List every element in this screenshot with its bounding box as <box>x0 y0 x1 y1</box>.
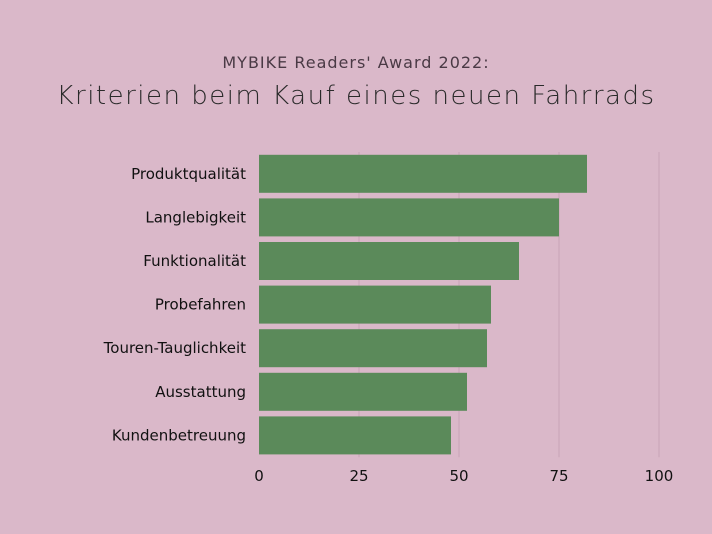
chart-title: Kriterien beim Kauf eines neuen Fahrrads <box>56 81 656 111</box>
bar <box>259 372 467 411</box>
bar <box>259 154 587 193</box>
x-tick-label: 25 <box>349 467 368 485</box>
category-label: Probefahren <box>155 296 246 314</box>
category-label: Funktionalität <box>143 252 246 270</box>
category-label: Kundenbetreuung <box>112 426 246 444</box>
bar <box>259 329 487 368</box>
x-tick-label: 100 <box>645 467 674 485</box>
chart-subtitle: MYBIKE Readers' Award 2022: <box>222 53 490 72</box>
category-label: Ausstattung <box>155 383 246 401</box>
x-tick-label: 75 <box>549 467 568 485</box>
bar <box>259 198 559 237</box>
bar <box>259 242 519 280</box>
bar <box>259 285 491 324</box>
x-tick-label: 50 <box>449 467 468 485</box>
category-label: Produktqualität <box>131 165 246 183</box>
category-label: Langlebigkeit <box>145 208 246 226</box>
category-label: Touren-Tauglichkeit <box>103 339 246 357</box>
x-tick-label: 0 <box>254 467 264 485</box>
bar <box>259 416 451 455</box>
